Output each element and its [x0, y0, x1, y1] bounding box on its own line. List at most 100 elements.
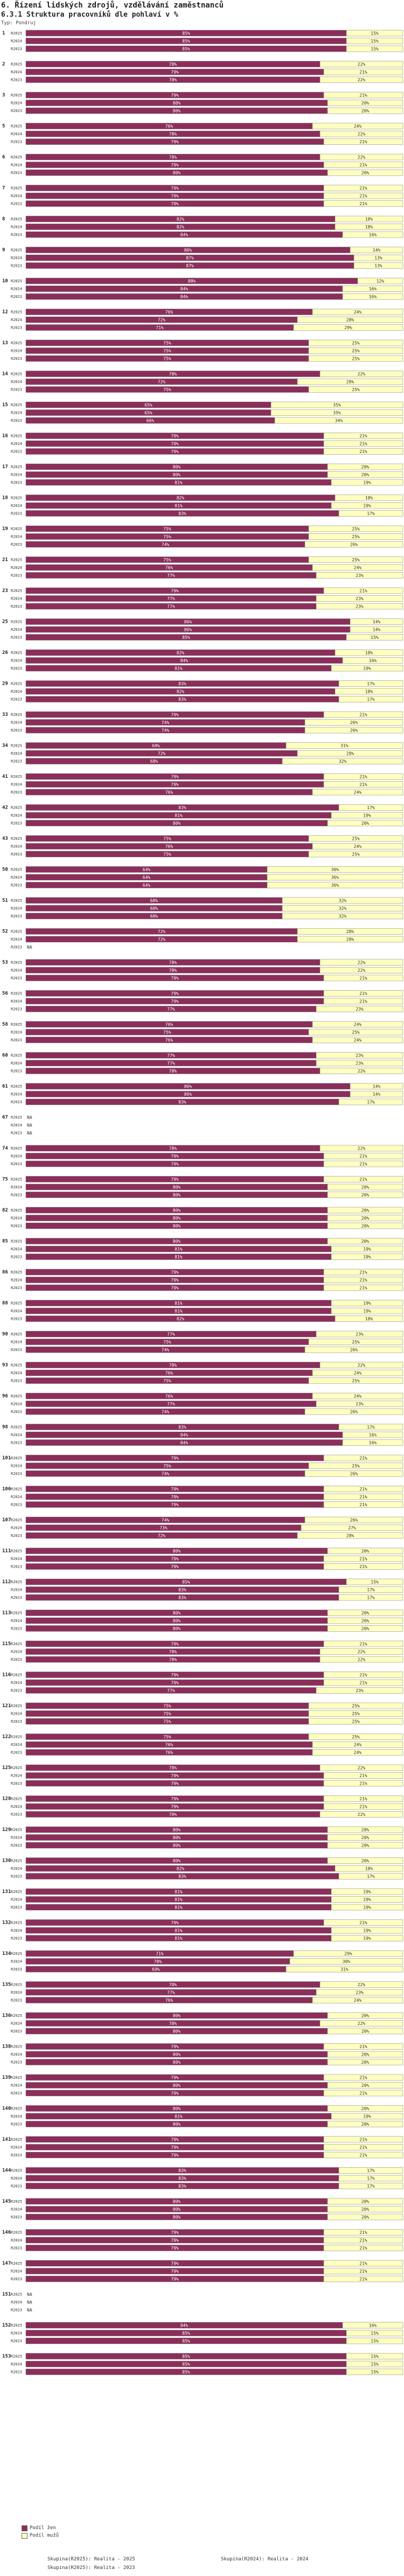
- value-label-women: 84%: [180, 1433, 189, 1438]
- value-label-women: 83%: [178, 2168, 186, 2173]
- value-label-women: 85%: [182, 47, 190, 52]
- group-id-label: 121: [2, 1703, 11, 1709]
- bar-men: [335, 688, 403, 695]
- bar-men: [316, 1989, 403, 1996]
- value-label-men: 20%: [361, 2014, 370, 2018]
- value-label-women: 82%: [177, 225, 185, 229]
- value-label-men: 19%: [363, 1936, 371, 1941]
- year-label: R2023: [11, 326, 22, 330]
- value-label-women: 80%: [173, 1549, 181, 1554]
- year-label: R2023: [11, 2277, 22, 2281]
- value-label-women: 83%: [178, 2176, 186, 2181]
- year-label: R2024: [11, 1557, 22, 1561]
- bar-men: [319, 130, 403, 137]
- bar-men: [267, 874, 403, 881]
- bar-men: [297, 378, 403, 385]
- value-label-women: 82%: [177, 690, 185, 694]
- value-label-women: 87%: [186, 256, 194, 261]
- value-label-men: 21%: [359, 775, 367, 779]
- bar-men: [323, 1269, 403, 1276]
- year-label: R2024: [11, 1464, 22, 1468]
- value-label-men: 31%: [340, 743, 349, 748]
- value-label-women: 79%: [171, 1487, 179, 1492]
- value-label-women: 76%: [165, 1022, 173, 1027]
- bar-men: [323, 1501, 403, 1508]
- bar-men: [346, 45, 403, 52]
- year-label: R2025: [11, 372, 22, 377]
- bar-men: [319, 1068, 403, 1074]
- year-label: R2025: [11, 1952, 22, 1956]
- value-label-men: 15%: [371, 635, 379, 640]
- value-label-women: 79%: [171, 2238, 179, 2243]
- year-label: R2025: [11, 1116, 22, 1120]
- year-label: R2023: [11, 760, 22, 764]
- year-label: R2025: [11, 1859, 22, 1863]
- bar-men: [323, 2260, 403, 2267]
- year-label: R2023: [11, 2370, 22, 2375]
- value-label-men: 29%: [344, 1952, 352, 1957]
- bar-men: [323, 1555, 403, 1562]
- bar-men: [323, 2229, 403, 2236]
- bar-men: [350, 1083, 403, 1090]
- value-label-men: 21%: [359, 2076, 367, 2080]
- year-label: R2024: [11, 101, 22, 106]
- year-label: R2025: [11, 186, 22, 191]
- year-label: R2023: [11, 2246, 22, 2251]
- year-label: R2024: [11, 1650, 22, 1654]
- bar-men: [297, 1532, 403, 1539]
- bar-men: [338, 2175, 403, 2182]
- footer-note-2025: Skupina(R2025): Realita - 2025: [47, 2557, 135, 2562]
- year-label: R2023: [11, 666, 22, 671]
- value-label-men: 21%: [359, 1673, 367, 1677]
- year-label: R2023: [11, 1627, 22, 1631]
- bar-men: [323, 1277, 403, 1283]
- value-label-men: 32%: [339, 759, 347, 764]
- legend-item-women: Podíl žen: [22, 2524, 59, 2532]
- value-label-women: 81%: [175, 813, 183, 818]
- bar-men: [350, 618, 403, 625]
- value-label-men: 36%: [331, 883, 339, 888]
- year-label: R2023: [11, 821, 22, 826]
- year-label: R2023: [11, 636, 22, 640]
- value-label-women: 79%: [171, 2145, 179, 2150]
- value-label-men: 14%: [373, 1084, 381, 1089]
- group-id-label: 134: [2, 1951, 11, 1957]
- value-label-men: 20%: [361, 1611, 370, 1616]
- year-label: R2023: [11, 1472, 22, 1476]
- bar-men: [323, 433, 403, 439]
- bar-men: [338, 680, 403, 687]
- year-label: R2024: [11, 2300, 22, 2305]
- year-label: R2024: [11, 1340, 22, 1345]
- bar-men: [323, 711, 403, 718]
- value-label-men: 20%: [361, 2052, 370, 2057]
- year-label: R2023: [11, 1813, 22, 1817]
- value-label-men: 23%: [356, 573, 364, 578]
- year-label: R2023: [11, 2339, 22, 2343]
- value-label-men: 32%: [339, 906, 347, 911]
- value-label-men: 16%: [369, 658, 377, 663]
- year-label: R2025: [11, 1084, 22, 1089]
- year-label: R2023: [11, 1967, 22, 1972]
- value-label-women: 80%: [173, 1239, 181, 1244]
- value-label-women: 84%: [180, 233, 189, 238]
- bar-men: [312, 564, 403, 571]
- value-label-men: 21%: [359, 442, 367, 447]
- bar-men: [338, 1424, 403, 1430]
- value-label-men: 19%: [363, 1309, 371, 1314]
- value-label-women: 85%: [182, 2339, 190, 2344]
- value-label-women: 79%: [171, 140, 179, 144]
- bar-men: [323, 200, 403, 207]
- value-label-men: 23%: [356, 1332, 364, 1337]
- value-label-men: 22%: [358, 1766, 366, 1771]
- value-label-men: 17%: [367, 1425, 375, 1430]
- year-label: R2024: [11, 1712, 22, 1716]
- year-label: R2023: [11, 2184, 22, 2189]
- group-id-label: 96: [2, 1394, 8, 1399]
- bar-men: [308, 1733, 403, 1740]
- group-id-label: 115: [2, 1641, 11, 1647]
- year-label: R2024: [11, 1402, 22, 1407]
- value-label-men: 21%: [359, 2044, 367, 2049]
- bar-men: [323, 1803, 403, 1810]
- group-id-label: 21: [2, 558, 8, 563]
- bar-men: [327, 2105, 403, 2112]
